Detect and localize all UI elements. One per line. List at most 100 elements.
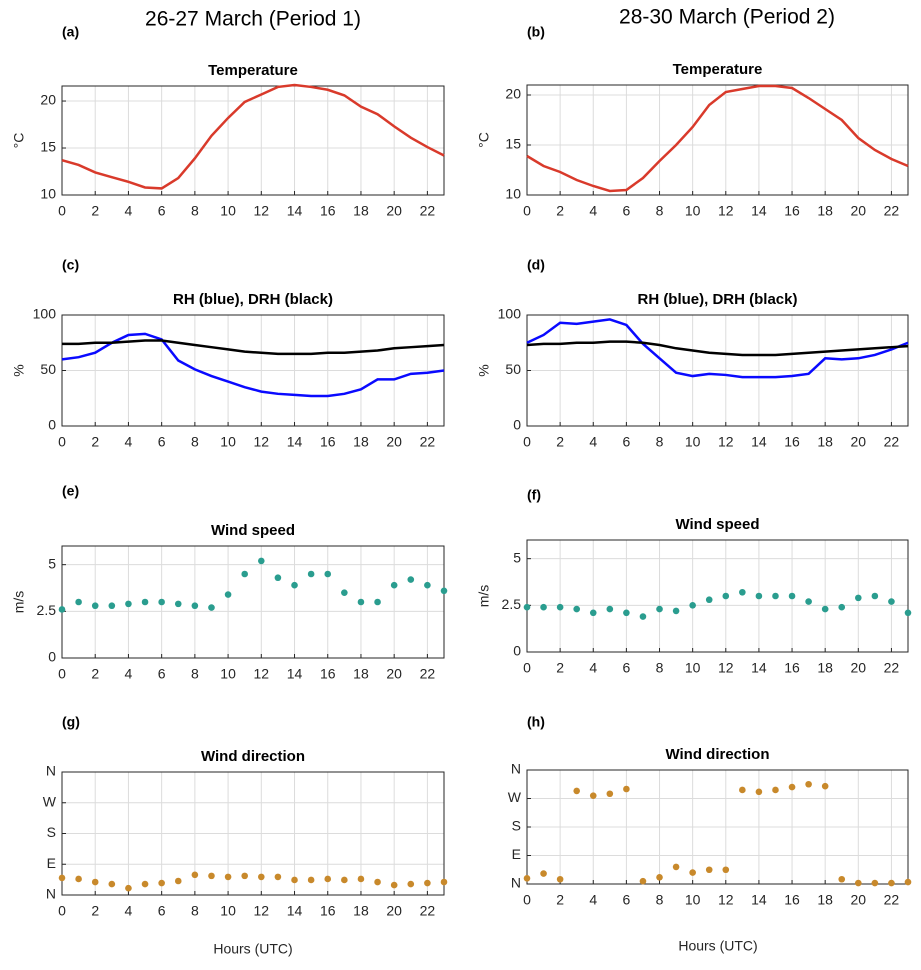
x-tick-label: 14 (287, 666, 303, 682)
data-point (174, 600, 182, 608)
x-tick-label: 12 (718, 660, 734, 676)
x-tick-label: 6 (158, 203, 166, 219)
y-tick-label: 50 (505, 361, 521, 377)
data-point (440, 587, 448, 595)
y-tick-label: 0 (48, 417, 56, 433)
data-point (871, 879, 879, 887)
panel-title: Wind speed (211, 522, 295, 539)
data-point (705, 866, 713, 874)
x-tick-label: 12 (718, 434, 734, 450)
panel-label: (b) (527, 24, 545, 40)
x-tick-label: 8 (191, 666, 199, 682)
x-tick-label: 10 (685, 434, 701, 450)
data-point (855, 594, 862, 602)
data-line (61, 83, 445, 190)
data-point (274, 574, 282, 582)
x-tick-label: 8 (656, 660, 664, 676)
x-tick-label: 16 (784, 660, 800, 676)
y-axis-label: % (11, 364, 27, 376)
y-tick-label: 15 (505, 136, 521, 152)
data-point (324, 875, 332, 883)
plot-frame (526, 769, 909, 885)
x-tick-label: 4 (125, 203, 133, 219)
y-tick-label: N (511, 875, 521, 891)
x-tick-label: 10 (685, 660, 701, 676)
x-tick-label: 22 (420, 666, 436, 682)
y-tick-label: 0 (513, 643, 521, 659)
x-tick-label: 4 (589, 434, 597, 450)
y-tick-label: 0 (513, 417, 521, 433)
x-tick-label: 6 (622, 660, 630, 676)
data-point (573, 787, 580, 795)
data-line (526, 318, 909, 379)
data-point (871, 592, 879, 600)
panel: (d) RH (blue), DRH (black) 0 2 4 6 8 10 12 14 16 18… (476, 257, 909, 450)
x-tick-label: 14 (287, 434, 303, 450)
data-point (357, 598, 365, 606)
data-point (755, 788, 763, 796)
data-point (274, 873, 282, 881)
plot-area (61, 545, 445, 659)
x-tick-label: 0 (58, 203, 66, 219)
x-tick-label: 22 (884, 434, 900, 450)
data-point (523, 875, 531, 882)
y-tick-label: 100 (33, 306, 57, 322)
column-title: 28-30 March (Period 2) (619, 6, 835, 29)
x-tick-label: 4 (125, 903, 133, 919)
data-point (888, 598, 895, 605)
y-tick-label: 0 (48, 649, 56, 665)
panel-label: (f) (527, 487, 541, 503)
data-point (108, 602, 116, 610)
plot-area (526, 84, 909, 196)
data-point (606, 605, 614, 613)
x-tick-label: 20 (386, 203, 402, 219)
data-point (191, 602, 199, 610)
data-point (440, 878, 448, 886)
panel-title: RH (blue), DRH (black) (173, 291, 333, 308)
panel: (c) RH (blue), DRH (black) 0 2 4 6 8 10 12 14 16 18… (11, 257, 445, 450)
data-point (75, 875, 82, 883)
y-axis-label: % (476, 364, 492, 376)
x-tick-label: 18 (817, 892, 833, 908)
data-point (241, 570, 248, 578)
data-point (755, 592, 763, 600)
x-tick-label: 6 (622, 203, 630, 219)
y-axis-label: m/s (476, 585, 492, 608)
data-point (540, 603, 547, 611)
x-tick-label: 16 (320, 203, 336, 219)
data-point (523, 603, 531, 611)
x-tick-label: 0 (58, 903, 66, 919)
x-tick-label: 18 (817, 660, 833, 676)
data-point (357, 875, 365, 883)
data-point (125, 600, 132, 608)
x-tick-label: 16 (784, 203, 800, 219)
data-point (540, 870, 547, 877)
data-point (705, 596, 713, 604)
x-tick-label: 12 (254, 666, 270, 682)
data-point (141, 598, 149, 606)
x-tick-label: 4 (125, 434, 133, 450)
data-point (556, 875, 564, 883)
x-tick-label: 4 (125, 666, 133, 682)
column-title: 26-27 March (Period 1) (145, 8, 361, 31)
y-tick-label: 2.5 (502, 596, 522, 612)
x-tick-label: 18 (353, 903, 369, 919)
data-point (623, 609, 630, 617)
x-tick-label: 0 (523, 892, 531, 908)
data-point (324, 570, 332, 578)
data-point (904, 609, 912, 617)
data-point (573, 605, 580, 613)
data-point (390, 881, 398, 889)
x-tick-label: 2 (91, 903, 99, 919)
data-point (224, 873, 232, 881)
data-point (407, 576, 415, 583)
data-point (672, 607, 680, 615)
data-point (58, 874, 66, 882)
data-point (374, 598, 381, 606)
data-point (208, 604, 215, 611)
x-tick-label: 8 (656, 203, 664, 219)
panel-title: Wind direction (201, 748, 305, 765)
plot-area (61, 85, 445, 196)
y-tick-label: N (511, 761, 521, 777)
